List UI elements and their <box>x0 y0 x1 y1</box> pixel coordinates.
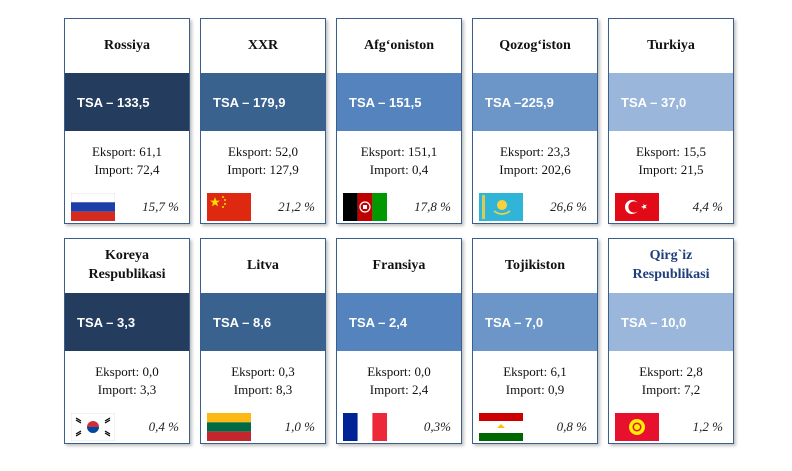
export-value: Eksport: 0,0 <box>367 364 431 379</box>
trade-partners-grid: Rossiya TSA – 133,5 Eksport: 61,1 Import… <box>64 18 736 448</box>
trade-values: Eksport: 151,1 Import: 0,4 <box>337 143 461 179</box>
country-name: Qozog‘iston <box>499 37 571 53</box>
export-value: Eksport: 15,5 <box>635 144 707 159</box>
share-percent: 1,2 % <box>692 419 723 434</box>
trade-values: Eksport: 0,3 Import: 8,3 <box>201 363 325 399</box>
card-tojikiston: Tojikiston TSA – 7,0 Eksport: 6,1 Import… <box>472 238 598 444</box>
trade-values: Eksport: 15,5 Import: 21,5 <box>609 143 733 179</box>
export-value: Eksport: 6,1 <box>503 364 567 379</box>
import-value: Import: 127,9 <box>227 162 299 177</box>
tajikistan-flag-icon <box>479 413 523 441</box>
export-value: Eksport: 61,1 <box>91 144 163 159</box>
tsa-banner: TSA – 7,0 <box>473 293 597 351</box>
share-percent: 15,7 % <box>142 199 179 214</box>
tsa-banner: TSA – 8,6 <box>201 293 325 351</box>
country-name: XXR <box>247 37 279 53</box>
export-value: Eksport: 0,0 <box>95 364 159 379</box>
card-rossiya: Rossiya TSA – 133,5 Eksport: 61,1 Import… <box>64 18 190 224</box>
country-name: Litva <box>247 257 279 273</box>
export-value: Eksport: 151,1 <box>360 144 438 159</box>
share-percent: 0,4 % <box>148 419 179 434</box>
tsa-banner: TSA – 151,5 <box>337 73 461 131</box>
trade-values: Eksport: 0,0 Import: 2,4 <box>337 363 461 399</box>
tsa-banner: TSA – 2,4 <box>337 293 461 351</box>
tsa-banner: TSA – 10,0 <box>609 293 733 351</box>
export-value: Eksport: 0,3 <box>231 364 295 379</box>
import-value: Import: 0,4 <box>369 162 429 177</box>
afghanistan-flag-icon <box>343 193 387 221</box>
share-percent: 0,8 % <box>556 419 587 434</box>
card-turkiya: Turkiya TSA – 37,0 Eksport: 15,5 Import:… <box>608 18 734 224</box>
tsa-banner: TSA – 3,3 <box>65 293 189 351</box>
card-litva: Litva TSA – 8,6 Eksport: 0,3 Import: 8,3… <box>200 238 326 444</box>
trade-values: Eksport: 0,0 Import: 3,3 <box>65 363 189 399</box>
card-afgoniston: Afg‘oniston TSA – 151,5 Eksport: 151,1 I… <box>336 18 462 224</box>
kazakhstan-flag-icon <box>479 193 523 221</box>
tsa-banner: TSA – 179,9 <box>201 73 325 131</box>
tsa-banner: TSA – 133,5 <box>65 73 189 131</box>
share-percent: 1,0 % <box>284 419 315 434</box>
trade-values: Eksport: 61,1 Import: 72,4 <box>65 143 189 179</box>
export-value: Eksport: 23,3 <box>499 144 571 159</box>
card-qozogiston: Qozog‘iston TSA –225,9 Eksport: 23,3 Imp… <box>472 18 598 224</box>
trade-values: Eksport: 2,8 Import: 7,2 <box>609 363 733 399</box>
share-percent: 0,3% <box>423 419 451 434</box>
card-fransiya: Fransiya TSA – 2,4 Eksport: 0,0 Import: … <box>336 238 462 444</box>
trade-values: Eksport: 23,3 Import: 202,6 <box>473 143 597 179</box>
card-xxr: XXR TSA – 179,9 Eksport: 52,0 Import: 12… <box>200 18 326 224</box>
country-name: Tojikiston <box>504 257 566 273</box>
share-percent: 21,2 % <box>278 199 315 214</box>
import-value: Import: 202,6 <box>499 162 571 177</box>
country-name: Qirg`iz Respublikasi <box>632 248 710 282</box>
trade-values: Eksport: 6,1 Import: 0,9 <box>473 363 597 399</box>
trade-values: Eksport: 52,0 Import: 127,9 <box>201 143 325 179</box>
share-percent: 17,8 % <box>414 199 451 214</box>
country-name: Fransiya <box>372 257 426 273</box>
south-korea-flag-icon <box>71 413 115 441</box>
export-value: Eksport: 2,8 <box>639 364 703 379</box>
france-flag-icon <box>343 413 387 441</box>
import-value: Import: 72,4 <box>94 162 160 177</box>
share-percent: 4,4 % <box>692 199 723 214</box>
country-name: Turkiya <box>647 37 695 53</box>
tsa-banner: TSA – 37,0 <box>609 73 733 131</box>
country-name: Rossiya <box>104 37 150 53</box>
import-value: Import: 2,4 <box>369 382 429 397</box>
country-name: Afg‘oniston <box>363 37 434 53</box>
import-value: Import: 7,2 <box>641 382 701 397</box>
kyrgyzstan-flag-icon <box>615 413 659 441</box>
share-percent: 26,6 % <box>550 199 587 214</box>
import-value: Import: 3,3 <box>97 382 157 397</box>
turkey-flag-icon <box>615 193 659 221</box>
card-qirgiz: Qirg`iz Respublikasi TSA – 10,0 Eksport:… <box>608 238 734 444</box>
card-koreya: Koreya Respublikasi TSA – 3,3 Eksport: 0… <box>64 238 190 444</box>
country-name: Koreya Respublikasi <box>88 248 166 282</box>
import-value: Import: 0,9 <box>505 382 565 397</box>
russia-flag-icon <box>71 193 115 221</box>
export-value: Eksport: 52,0 <box>227 144 299 159</box>
china-flag-icon <box>207 193 251 221</box>
import-value: Import: 8,3 <box>233 382 293 397</box>
lithuania-flag-icon <box>207 413 251 441</box>
tsa-banner: TSA –225,9 <box>473 73 597 131</box>
import-value: Import: 21,5 <box>638 162 704 177</box>
